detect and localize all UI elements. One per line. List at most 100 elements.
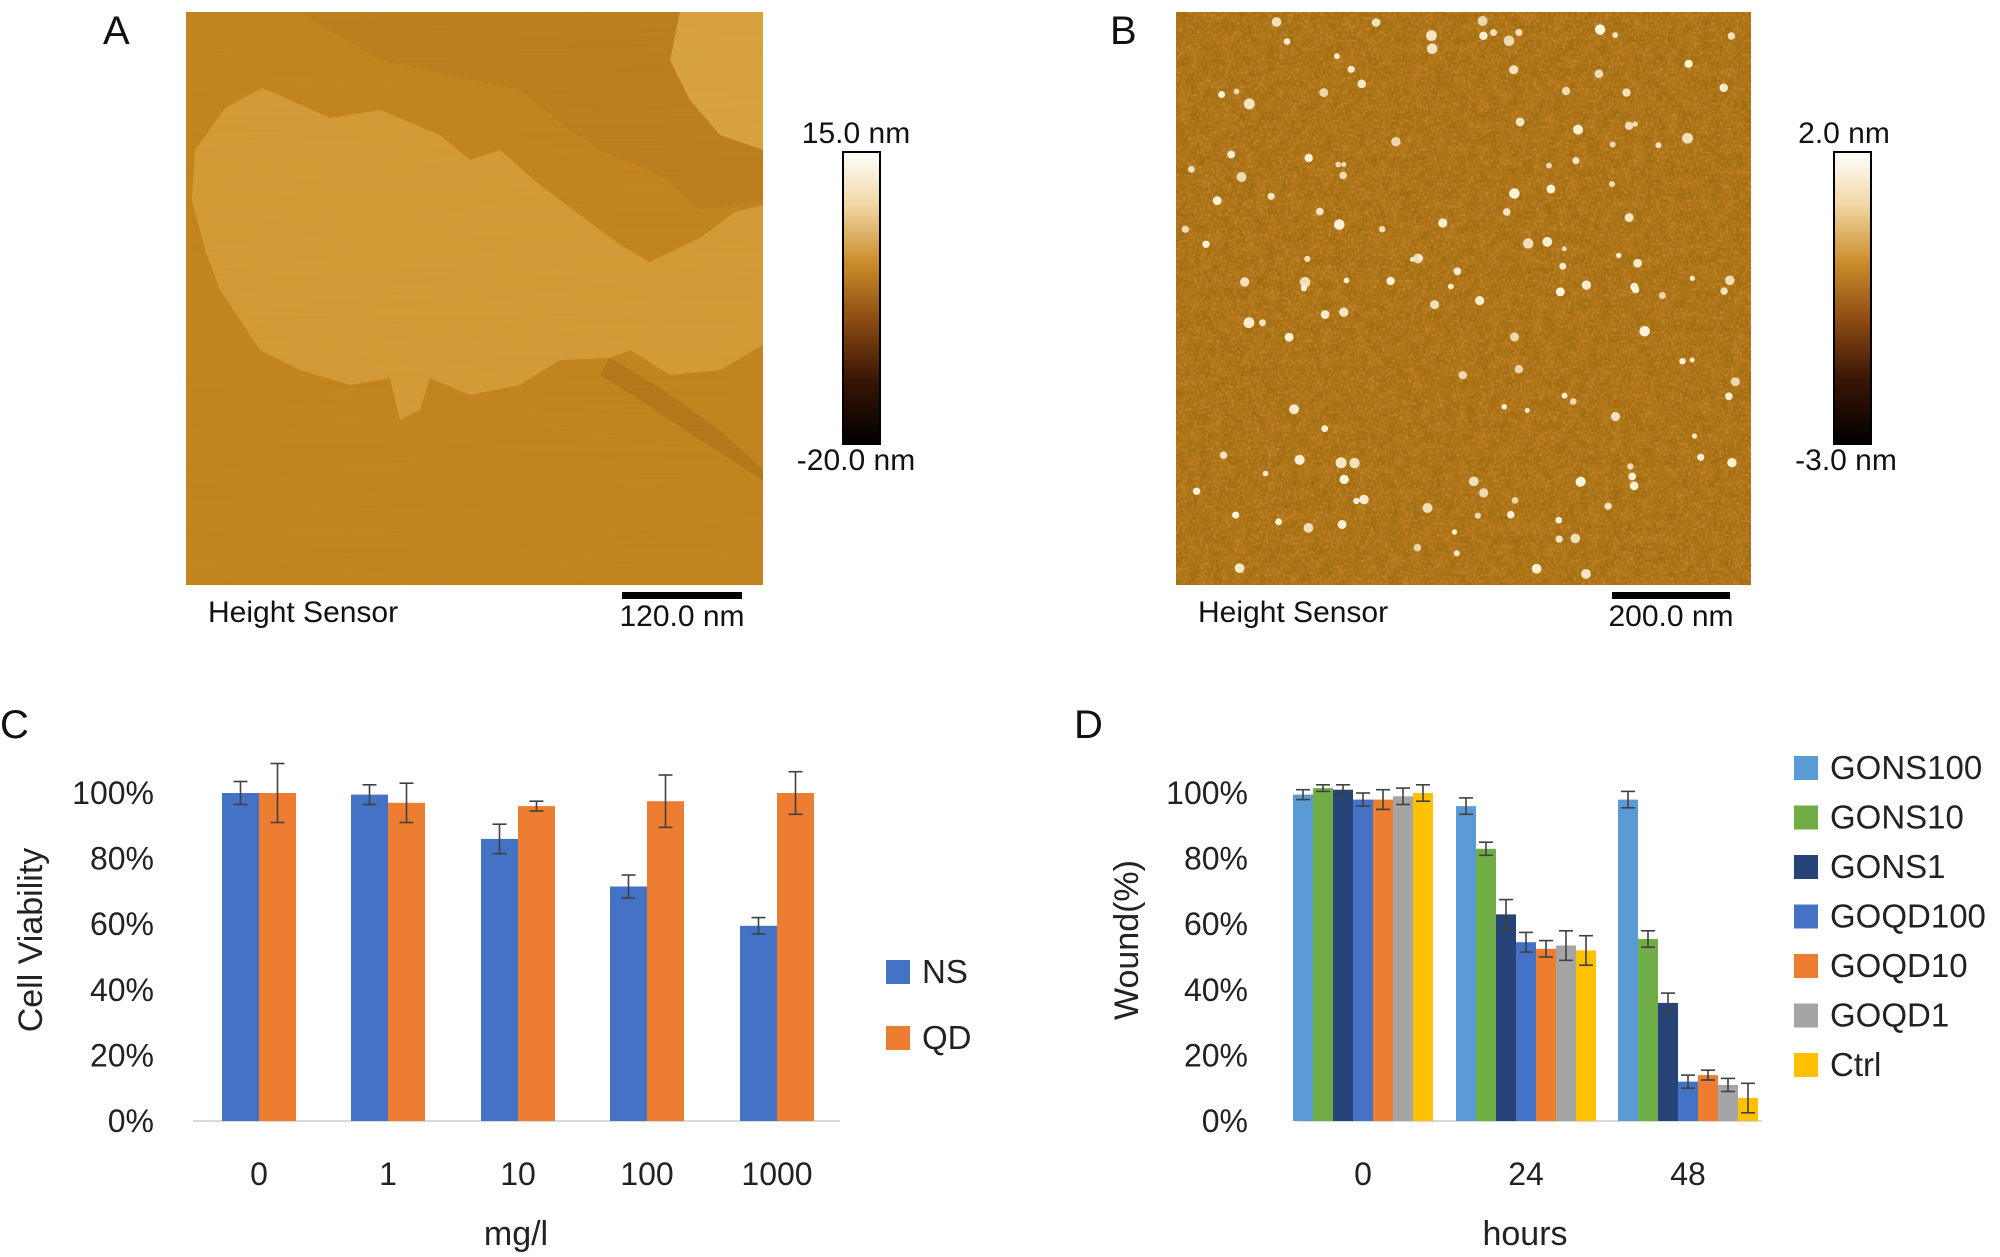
chart-d-y-axis-title: Wound(%)	[1108, 860, 1146, 1020]
panel-a-colorbar	[842, 151, 881, 445]
chart-c-error-bar-ns	[492, 823, 507, 855]
chart-c-error-bar-ns	[362, 783, 377, 806]
legend-swatch-goqd10	[1794, 954, 1818, 978]
afm-b-particle	[1639, 326, 1650, 337]
chart-d-bar-gons1	[1496, 914, 1516, 1121]
afm-b-particle	[1561, 246, 1567, 252]
chart-c-bar-ns	[740, 925, 777, 1121]
chart-d-error-bar-goqd1	[1559, 929, 1573, 962]
afm-b-particle	[1233, 88, 1240, 95]
afm-b-particle	[1506, 510, 1515, 519]
chart-d-y-tick-label: 80%	[1184, 841, 1248, 877]
afm-b-particle	[1628, 472, 1637, 481]
panel-b: B Height Sensor 200.0 nm 2.0 nm -3.0 nm	[1110, 9, 1897, 633]
afm-b-particle	[1503, 208, 1511, 216]
chart-d-error-bar-goqd1	[1396, 787, 1410, 806]
chart-c-error-bar-ns	[233, 780, 248, 806]
legend-swatch-qd	[886, 1026, 910, 1050]
afm-b-particle	[1689, 357, 1695, 363]
afm-b-particle	[1417, 254, 1423, 261]
afm-b-particle	[1259, 319, 1266, 327]
chart-c-x-tick-label: 1000	[741, 1156, 812, 1192]
chart-d-bar-gons100	[1293, 794, 1313, 1121]
afm-b-particle	[1561, 86, 1571, 96]
afm-b-particle	[1720, 287, 1728, 295]
chart-d-error-bar-ctrl	[1579, 934, 1593, 967]
chart-d-bar-goqd1	[1556, 945, 1576, 1121]
afm-b-particle	[1300, 284, 1308, 292]
afm-b-particle	[1188, 165, 1195, 173]
chart-d-error-bar-gons100	[1296, 788, 1310, 801]
afm-b-particle	[1243, 317, 1255, 329]
chart-c-y-tick-label: 100%	[72, 775, 154, 811]
chart-d-bar-gons10	[1638, 939, 1658, 1121]
legend-label-goqd1: GOQD1	[1830, 997, 1949, 1034]
afm-b-particle	[1337, 520, 1347, 529]
chart-c-bar-ns	[610, 886, 647, 1121]
chart-d-error-bar-gons100	[1621, 790, 1635, 809]
chart-c-error-bar-qd	[399, 782, 414, 824]
afm-b-particle	[1627, 463, 1634, 470]
afm-b-particle	[1697, 453, 1705, 461]
panel-c-label: C	[0, 703, 29, 747]
afm-b-particle	[1343, 277, 1350, 284]
chart-d-bar-goqd1	[1718, 1084, 1738, 1121]
afm-b-particle	[1234, 563, 1245, 574]
afm-b-particle	[1232, 511, 1240, 519]
afm-b-particle	[1453, 267, 1462, 276]
chart-d-error-bar-goqd10	[1376, 788, 1390, 811]
chart-d-error-bar-gons10	[1641, 929, 1655, 949]
chart-c-bar-qd	[777, 793, 814, 1121]
legend-label-gons1: GONS1	[1830, 848, 1946, 885]
afm-b-particle	[1391, 137, 1401, 147]
chart-d-error-bar-ctrl	[1741, 1082, 1755, 1114]
chart-c-bar-ns	[481, 838, 518, 1121]
afm-b-particle	[1357, 79, 1366, 89]
afm-b-particle	[1413, 543, 1422, 552]
afm-b-highlights	[1176, 12, 1751, 585]
afm-b-particle	[1684, 59, 1693, 68]
afm-b-particle	[1631, 285, 1640, 294]
chart-d-bar-gons1	[1333, 789, 1353, 1121]
afm-b-particle	[1304, 153, 1313, 163]
chart-c-y-tick-label: 60%	[90, 906, 154, 942]
chart-d-error-bar-gons10	[1479, 841, 1493, 857]
chart-c-y-tick-label: 20%	[90, 1037, 154, 1073]
chart-c-cell-viability: 0% 20% 40% 60% 80% 100% 0 1 10 100 1000 mg/l Cell Vi…	[12, 762, 972, 1253]
afm-b-particle	[1315, 207, 1324, 216]
afm-b-particle	[1511, 497, 1519, 504]
panel-b-colorbar-min: -3.0 nm	[1795, 444, 1897, 477]
afm-b-particle	[1299, 276, 1311, 288]
chart-d-y-tick-label: 40%	[1184, 972, 1248, 1008]
chart-c-y-axis-title: Cell Viability	[12, 848, 50, 1033]
afm-b-particle	[1475, 296, 1485, 306]
afm-b-particle	[1359, 494, 1369, 505]
chart-d-error-bar-gons1	[1336, 783, 1350, 796]
chart-c-y-tick-label: 40%	[90, 972, 154, 1008]
panel-b-label: B	[1110, 9, 1137, 53]
chart-d-error-bar-gons1	[1661, 992, 1675, 1014]
panel-b-colorbar	[1833, 151, 1872, 445]
chart-d-x-axis-title: hours	[1482, 1215, 1567, 1253]
legend-swatch-goqd100	[1794, 904, 1818, 929]
afm-b-particle	[1691, 433, 1698, 439]
afm-b-particle	[1624, 213, 1634, 223]
chart-d-bar-goqd10	[1536, 948, 1556, 1121]
afm-b-particle	[1573, 124, 1583, 135]
panel-d-label: D	[1074, 703, 1103, 747]
chart-c-error-bar-qd	[529, 800, 544, 812]
legend-swatch-ns	[886, 960, 910, 984]
chart-d-bar-gons10	[1476, 848, 1496, 1121]
legend-swatch-gons1	[1794, 855, 1818, 879]
afm-b-particle	[1546, 184, 1556, 194]
panel-b-caption: Height Sensor	[1198, 596, 1388, 629]
panel-a-scale-bar-label: 120.0 nm	[619, 600, 744, 633]
afm-b-particle	[1724, 392, 1733, 401]
afm-b-particle	[1458, 371, 1467, 380]
panel-a-caption: Height Sensor	[208, 596, 398, 629]
chart-c-x-tick-label: 0	[250, 1156, 268, 1192]
afm-b-particle	[1192, 487, 1201, 495]
panel-a-colorbar-max: 15.0 nm	[802, 117, 910, 150]
afm-b-particle	[1202, 240, 1210, 248]
